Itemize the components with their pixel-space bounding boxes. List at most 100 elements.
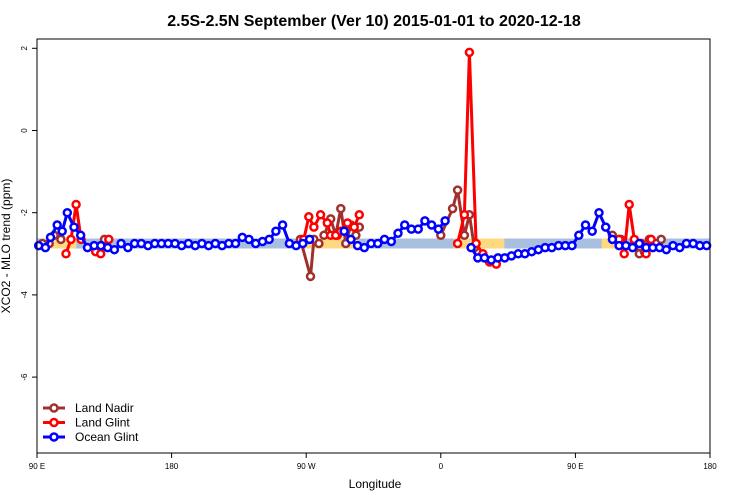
data-point [452, 238, 463, 249]
data-point [322, 218, 333, 228]
data-point [230, 238, 241, 249]
data-point [587, 226, 597, 236]
x-tick-label: 0 [439, 462, 444, 471]
legend-swatch-point [49, 403, 59, 413]
data-point [56, 234, 66, 245]
data-point [466, 242, 476, 253]
series-line [469, 211, 707, 262]
data-point [459, 210, 470, 220]
data-point [271, 226, 281, 236]
data-point [349, 222, 359, 232]
data-point [674, 242, 685, 253]
data-point [314, 238, 324, 249]
data-point [354, 210, 365, 220]
data-point [61, 249, 71, 259]
data-point [600, 222, 611, 232]
data-point [244, 234, 254, 245]
x-tick-label: 90 W [297, 462, 316, 471]
series-layer [33, 47, 712, 282]
data-point [116, 238, 126, 249]
data-point [594, 207, 604, 218]
data-point [386, 236, 397, 247]
data-point [71, 199, 81, 210]
data-point [304, 212, 314, 222]
data-point [646, 234, 656, 245]
data-point [373, 238, 383, 249]
legend-item: Land Nadir [43, 401, 134, 415]
y-tick-label: -6 [20, 373, 29, 381]
data-point [309, 222, 319, 232]
data-point [607, 234, 618, 245]
data-point [104, 234, 114, 245]
y-axis: 2 0 -2 -4 -6 [20, 46, 37, 381]
data-point [264, 234, 274, 245]
y-tick-label: -2 [20, 209, 29, 217]
data-point [52, 220, 62, 230]
data-point [420, 216, 430, 226]
legend-swatch-point [49, 432, 59, 442]
y-tick-label: 0 [20, 128, 29, 133]
data-point [69, 222, 79, 232]
data-point [656, 234, 666, 245]
data-point [452, 185, 463, 195]
data-point [304, 234, 315, 245]
data-point [567, 240, 577, 251]
data-point [342, 218, 353, 228]
data-point [40, 242, 51, 253]
data-point [393, 228, 403, 239]
x-tick-label: 90 E [567, 462, 583, 471]
data-point [315, 210, 326, 220]
data-point [346, 234, 356, 245]
data-point [62, 207, 73, 218]
x-tick-label: 180 [703, 462, 717, 471]
data-point [619, 249, 629, 259]
legend-swatch-point [49, 417, 59, 428]
series-line [64, 203, 83, 255]
data-point [433, 224, 444, 234]
data-point [57, 226, 67, 236]
data-point [624, 199, 634, 210]
data-point [339, 226, 349, 236]
data-point [336, 203, 346, 214]
data-point [95, 249, 106, 259]
plot-frame [36, 38, 711, 454]
legend-item: Land Glint [43, 416, 130, 430]
y-axis-title: XCO2 - MLO trend (ppm) [0, 179, 13, 314]
y-tick-label: -4 [20, 291, 29, 299]
legend-label: Land Glint [75, 416, 130, 430]
data-point [109, 244, 120, 255]
data-point [75, 230, 86, 241]
data-point [66, 234, 76, 245]
data-point [277, 220, 288, 230]
data-point [123, 242, 133, 253]
legend-item: Ocean Glint [43, 430, 139, 444]
data-point [459, 230, 470, 241]
data-point [440, 216, 450, 226]
chart-title: 2.5S-2.5N September (Ver 10) 2015-01-01 … [167, 13, 581, 30]
data-point [464, 47, 475, 58]
data-point [413, 224, 423, 234]
data-point [627, 242, 638, 253]
data-point [298, 238, 308, 249]
data-point [45, 232, 56, 243]
x-tick-label: 180 [165, 462, 179, 471]
data-point [574, 230, 584, 241]
data-point [580, 220, 591, 230]
x-tick-label: 90 E [29, 462, 45, 471]
y-tick-label: 2 [20, 46, 29, 51]
series-ocean-glint [33, 207, 712, 265]
data-point [634, 238, 645, 249]
legend-label: Land Nadir [75, 401, 134, 415]
data-point [399, 220, 410, 230]
data-point [359, 242, 370, 253]
data-point [447, 203, 458, 214]
x-axis-title: Longitude [349, 477, 402, 491]
series-land-nadir [37, 185, 666, 282]
data-point [661, 244, 672, 255]
data-point [305, 271, 316, 282]
data-point [701, 240, 712, 251]
legend-label: Ocean Glint [75, 430, 139, 444]
data-point [426, 220, 437, 230]
